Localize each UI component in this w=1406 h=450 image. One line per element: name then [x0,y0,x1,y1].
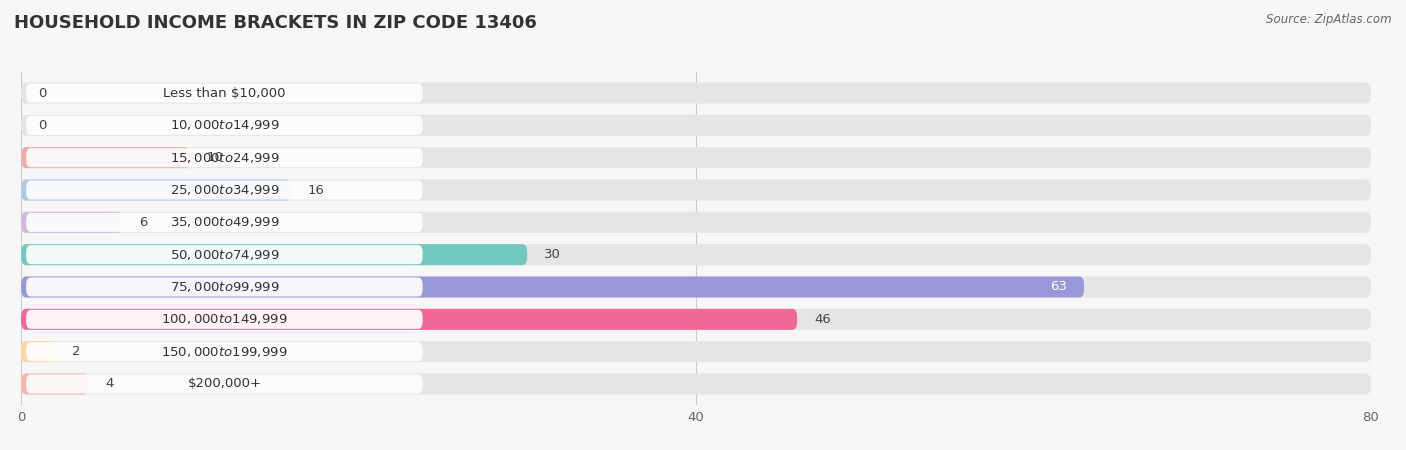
FancyBboxPatch shape [21,212,122,233]
FancyBboxPatch shape [21,276,1084,297]
FancyBboxPatch shape [27,213,423,232]
FancyBboxPatch shape [21,180,291,201]
FancyBboxPatch shape [27,180,423,199]
FancyBboxPatch shape [27,342,423,361]
FancyBboxPatch shape [27,148,423,167]
FancyBboxPatch shape [21,374,1371,395]
Text: 6: 6 [139,216,148,229]
FancyBboxPatch shape [21,341,55,362]
FancyBboxPatch shape [21,115,1371,136]
FancyBboxPatch shape [21,212,1371,233]
Text: 46: 46 [814,313,831,326]
Text: $15,000 to $24,999: $15,000 to $24,999 [170,151,280,165]
FancyBboxPatch shape [21,309,1371,330]
Text: Less than $10,000: Less than $10,000 [163,86,285,99]
Text: 4: 4 [105,378,114,391]
FancyBboxPatch shape [21,341,1371,362]
FancyBboxPatch shape [21,180,1371,201]
FancyBboxPatch shape [27,278,423,297]
Text: 2: 2 [72,345,80,358]
Text: $25,000 to $34,999: $25,000 to $34,999 [170,183,280,197]
FancyBboxPatch shape [27,374,423,393]
Text: 63: 63 [1050,280,1067,293]
Text: 30: 30 [544,248,561,261]
Text: HOUSEHOLD INCOME BRACKETS IN ZIP CODE 13406: HOUSEHOLD INCOME BRACKETS IN ZIP CODE 13… [14,14,537,32]
FancyBboxPatch shape [21,276,1371,297]
FancyBboxPatch shape [27,84,423,103]
Text: $10,000 to $14,999: $10,000 to $14,999 [170,118,280,132]
FancyBboxPatch shape [21,147,190,168]
Text: $50,000 to $74,999: $50,000 to $74,999 [170,248,280,261]
FancyBboxPatch shape [21,82,1371,104]
Text: $35,000 to $49,999: $35,000 to $49,999 [170,216,280,230]
FancyBboxPatch shape [27,116,423,135]
Text: $100,000 to $149,999: $100,000 to $149,999 [162,312,288,326]
Text: 0: 0 [38,86,46,99]
Text: $150,000 to $199,999: $150,000 to $199,999 [162,345,288,359]
Text: 10: 10 [207,151,224,164]
FancyBboxPatch shape [21,309,797,330]
Text: Source: ZipAtlas.com: Source: ZipAtlas.com [1267,14,1392,27]
FancyBboxPatch shape [21,147,1371,168]
FancyBboxPatch shape [27,245,423,264]
FancyBboxPatch shape [27,310,423,329]
FancyBboxPatch shape [21,244,1371,265]
Text: $75,000 to $99,999: $75,000 to $99,999 [170,280,280,294]
Text: 0: 0 [38,119,46,132]
Text: $200,000+: $200,000+ [187,378,262,391]
FancyBboxPatch shape [21,374,89,395]
FancyBboxPatch shape [21,244,527,265]
Text: 16: 16 [308,184,325,197]
